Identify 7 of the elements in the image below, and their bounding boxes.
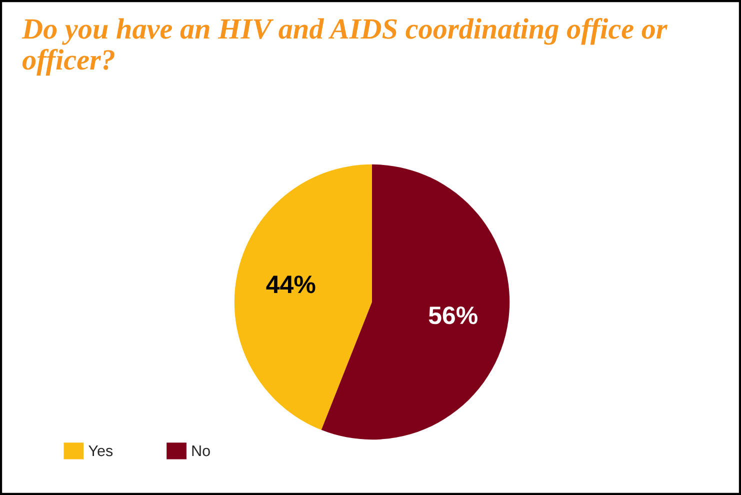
data-label: 44% [266,276,316,294]
legend-label: Yes [88,446,113,456]
chart-title: Do you have an HIV and AIDS coordinating office or officer? [22,18,668,76]
legend-label: No [192,446,210,456]
data-label: 56% [428,306,478,324]
pie-slice [321,164,510,440]
pie-slice [234,164,372,430]
